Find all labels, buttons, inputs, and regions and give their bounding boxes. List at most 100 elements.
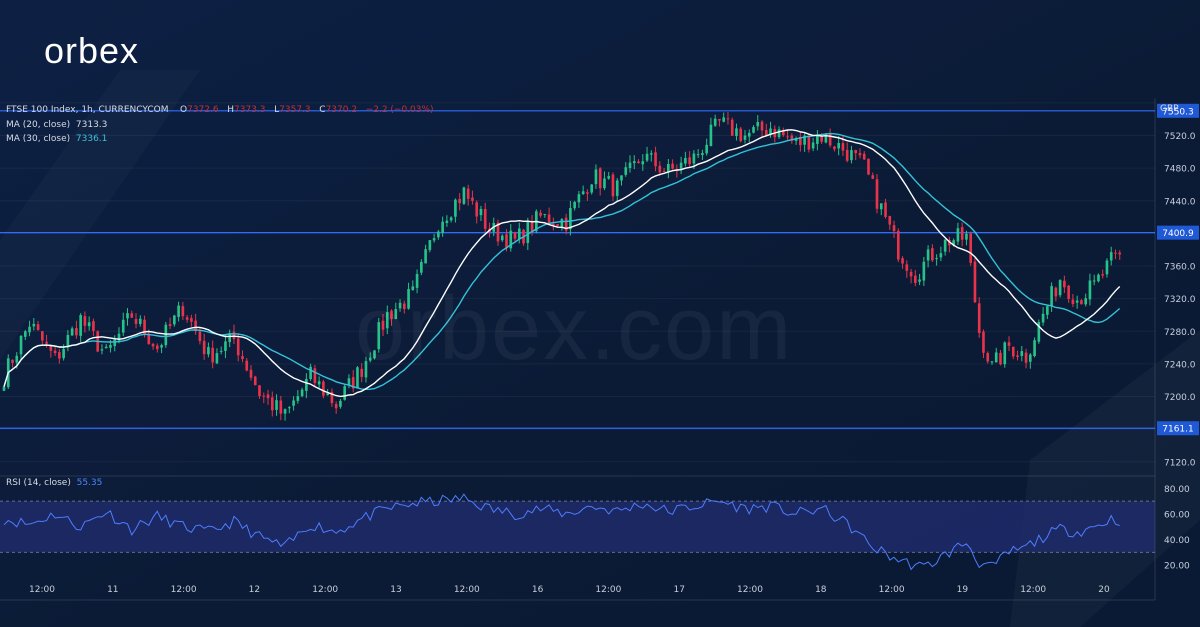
candle-body (645, 153, 649, 161)
candle-body (381, 320, 385, 330)
candle-body (922, 261, 926, 281)
candle-body (100, 349, 104, 351)
ohlc-low-key: L (274, 105, 280, 115)
candle-body (1067, 285, 1070, 299)
candle-body (1101, 274, 1105, 276)
candle-body (794, 138, 798, 141)
candle-body (603, 178, 606, 189)
candle-body (513, 232, 517, 239)
candle-body (1105, 260, 1109, 275)
candle-body (1097, 274, 1100, 282)
candle-body (726, 118, 730, 120)
candle-body (202, 340, 206, 355)
candle-body (360, 368, 364, 377)
candle-body (781, 130, 785, 136)
symbol-legend: FTSE 100 Index, 1h, CURRENCYCOM O7372.6 … (6, 105, 434, 115)
candle-body (530, 220, 534, 232)
candle-body (28, 326, 31, 333)
candle-body (283, 409, 287, 414)
time-tick-label: 12:00 (595, 585, 621, 595)
candle-body (462, 187, 466, 204)
candle-body (692, 153, 696, 164)
candle-body (986, 352, 990, 362)
price-tick-label: 7320.0 (1164, 295, 1196, 305)
candle-body (590, 184, 594, 193)
candle-body (155, 345, 159, 350)
candle-body (449, 217, 453, 221)
rsi-label: RSI (14, close) (6, 478, 71, 488)
candle-body (377, 322, 381, 350)
candle-body (1003, 342, 1007, 365)
time-tick-label: 12:00 (1020, 585, 1046, 595)
candle-body (696, 154, 700, 156)
candle-body (185, 317, 189, 320)
candle-body (730, 119, 734, 136)
candle-body (245, 360, 249, 371)
candle-body (296, 396, 300, 401)
candle-body (211, 347, 214, 363)
ma20-line (3, 129, 1121, 398)
candle-body (424, 249, 427, 264)
candle-body (786, 136, 789, 138)
level-tag-bg (1157, 225, 1199, 240)
time-axis: 12:00 11 12:00 12 12:00 13 12:00 16 12:00 17 12:00… (0, 585, 1155, 601)
candle-body (624, 167, 628, 175)
candle-body (241, 356, 244, 360)
time-tick-label: 12 (249, 585, 260, 595)
candle-body (11, 359, 14, 363)
level-tag-bg (1157, 421, 1199, 436)
candle-body (373, 350, 376, 359)
candle-body (2, 386, 6, 391)
candle-body (219, 350, 223, 352)
candle-body (982, 331, 985, 353)
candle-body (879, 203, 883, 210)
candle-body (500, 235, 504, 241)
orbex-logo: orbex (44, 30, 140, 71)
rsi-tick-label: 40.00 (1164, 536, 1190, 546)
candle-body (66, 335, 70, 348)
candle-body (49, 345, 53, 351)
candle-body (432, 238, 436, 241)
candle-body (364, 361, 368, 378)
candle-body (266, 394, 270, 399)
candle-body (309, 366, 312, 380)
candle-body (756, 121, 760, 127)
candle-body (713, 118, 717, 126)
rsi-panel (0, 493, 1155, 571)
candle-body (1075, 300, 1079, 303)
candle-body (1011, 346, 1015, 357)
candle-body (1063, 280, 1066, 288)
candle-body (637, 161, 640, 164)
candle-body (939, 253, 943, 258)
ohlc-close-key: C (319, 105, 326, 115)
candle-body (658, 165, 662, 173)
candle-body (739, 128, 743, 142)
candle-body (777, 129, 781, 138)
candle-body (577, 194, 581, 203)
candle-body (709, 124, 713, 147)
candle-body (130, 313, 134, 318)
candle-body (586, 192, 589, 194)
candle-body (539, 212, 542, 216)
candle-body (305, 378, 308, 391)
candle-body (1037, 322, 1041, 342)
candle-body (1054, 287, 1058, 297)
time-tick-label: 12:00 (312, 585, 338, 595)
ohlc-high-value: 7373.3 (234, 105, 266, 115)
candle-body (471, 197, 474, 201)
candle-body (23, 331, 27, 337)
candle-body (151, 343, 155, 347)
level-tag-bg (1157, 103, 1199, 118)
candle-body (147, 333, 151, 345)
price-tick-label: 7120.0 (1164, 458, 1196, 468)
candle-body (1007, 342, 1011, 346)
candle-body (564, 217, 568, 231)
candle-body (628, 162, 632, 169)
candle-body (347, 378, 351, 386)
ma30-label: MA (30, close) (6, 134, 71, 144)
rsi-band (0, 501, 1155, 553)
candle-body (1118, 252, 1122, 255)
candle-body (607, 176, 611, 179)
candle-body (79, 315, 82, 336)
rsi-tick-label: 60.00 (1164, 510, 1190, 520)
